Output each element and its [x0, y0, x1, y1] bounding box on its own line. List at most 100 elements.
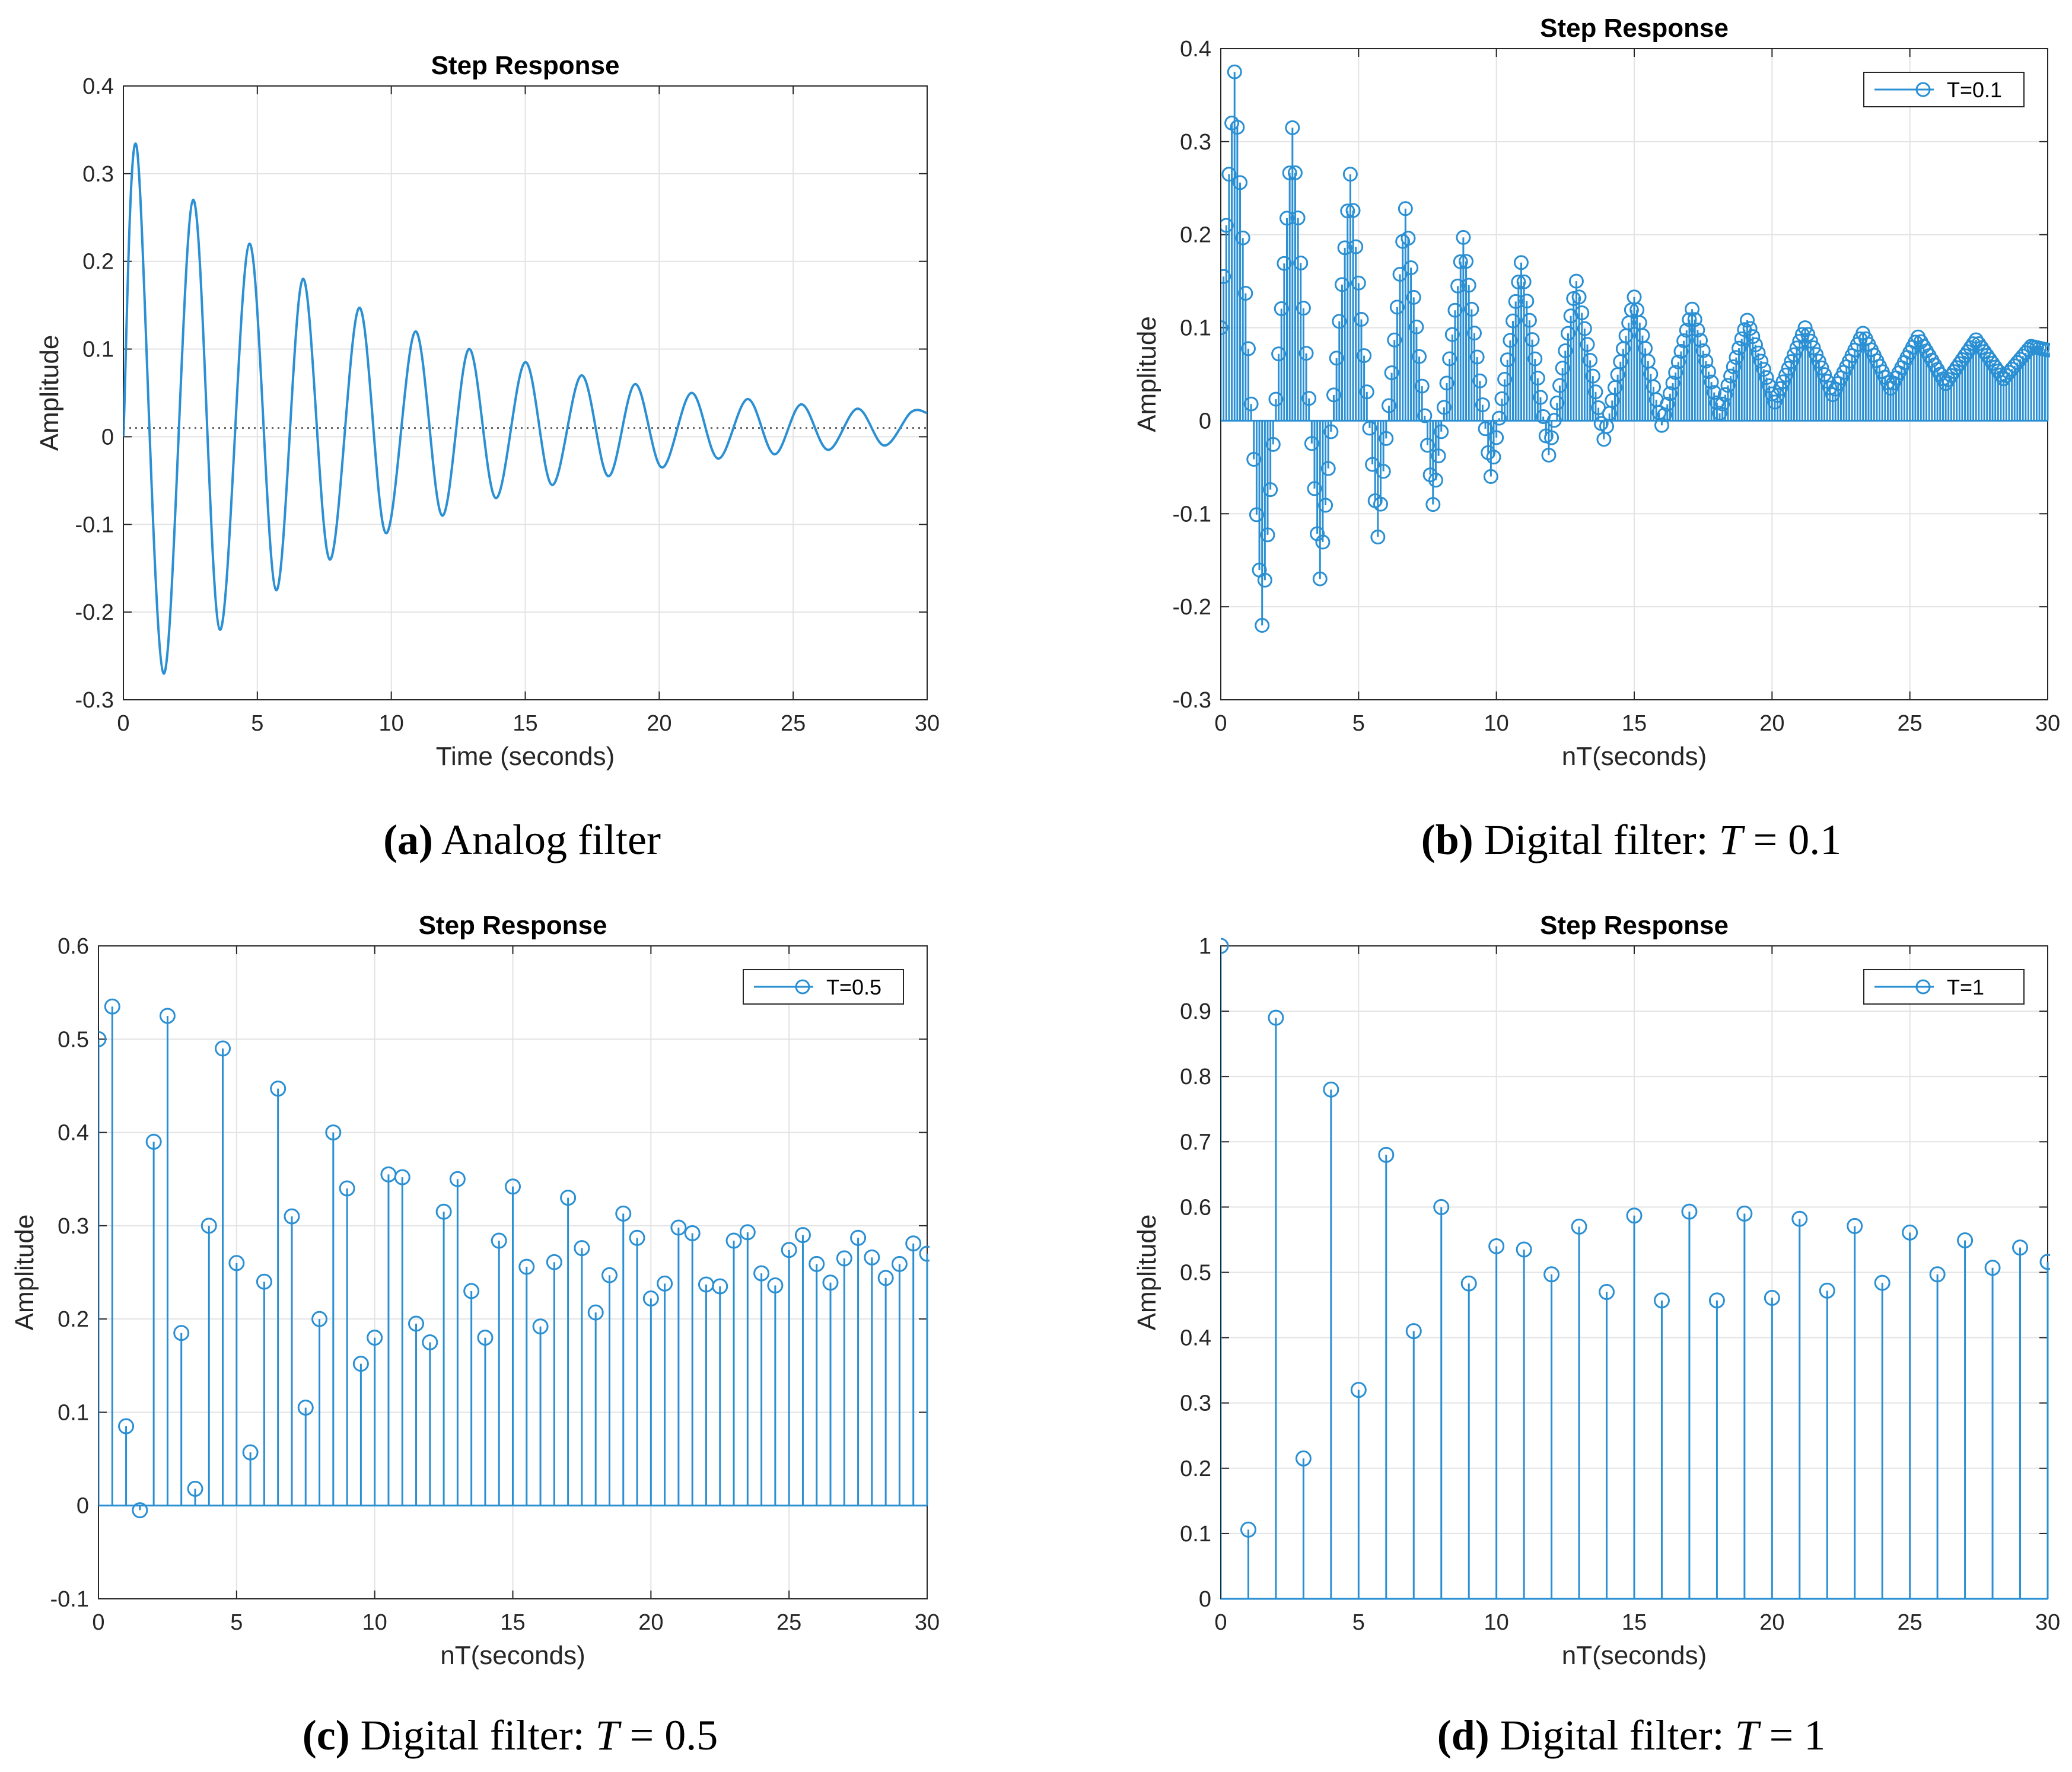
y-tick-label: 0.4 [58, 1121, 89, 1146]
stem-marker [657, 1275, 673, 1292]
stem-marker [1734, 331, 1749, 346]
x-tick-label: 30 [915, 711, 940, 736]
x-tick-label: 5 [251, 711, 263, 736]
stem-marker [505, 1178, 521, 1195]
stem-marker [1428, 473, 1443, 488]
stem-marker [104, 998, 120, 1015]
stem-marker [1543, 1266, 1560, 1283]
stem-marker [1704, 374, 1719, 390]
stem-marker [1687, 312, 1702, 327]
stem-marker [1472, 373, 1488, 388]
x-tick-label: 20 [647, 711, 671, 736]
x-tick-label: 0 [1214, 711, 1227, 736]
stem-marker [1516, 274, 1532, 289]
stem-marker [1787, 347, 1802, 362]
x-tick-label: 25 [1898, 1610, 1923, 1635]
stem-marker [1221, 938, 1229, 954]
stem-marker [1577, 321, 1592, 336]
stem-marker [1466, 326, 1482, 341]
stem-marker [1420, 438, 1435, 453]
legend-b: T=0.1 [1863, 72, 2025, 107]
stem-marker [1433, 1199, 1450, 1215]
stem-marker [1240, 341, 1256, 356]
y-tick-label: 0.5 [1180, 1261, 1211, 1286]
stem-marker [574, 1240, 590, 1257]
y-tick-label: 0.2 [1180, 223, 1211, 248]
stem-marker [1781, 361, 1796, 376]
stem-marker [422, 1334, 438, 1350]
stem-marker [1847, 1218, 1863, 1234]
stem-marker [1759, 370, 1774, 385]
stem-marker [1296, 301, 1311, 316]
stem-marker [1555, 361, 1570, 376]
stem-marker [1679, 323, 1694, 338]
stem-marker [1442, 351, 1457, 366]
series-d [1221, 938, 2050, 1600]
stem-marker [1707, 385, 1722, 400]
stem-marker [1530, 371, 1545, 386]
stem-marker [284, 1208, 300, 1225]
y-tick-label: 0 [1199, 1587, 1211, 1612]
stem-marker [1249, 507, 1264, 522]
stem-marker [1389, 299, 1405, 315]
stem-marker [1221, 218, 1234, 233]
stem-marker [1221, 167, 1237, 182]
caption-text: Analog filter [433, 816, 661, 863]
x-axis-label: nT(seconds) [1562, 1641, 1707, 1670]
stem-marker [1753, 353, 1769, 369]
x-tick-label: 0 [117, 711, 129, 736]
stem-marker [270, 1081, 287, 1097]
x-tick-label: 10 [362, 1610, 387, 1635]
series-b [1221, 64, 2050, 633]
stem-marker [1379, 431, 1394, 446]
stem-marker [1350, 1382, 1367, 1398]
stem-marker [1263, 482, 1278, 498]
stem-marker [1701, 364, 1716, 380]
x-tick-label: 25 [776, 1610, 801, 1635]
y-tick-label: 0 [1199, 409, 1211, 434]
y-tick-label: -0.3 [1173, 688, 1211, 713]
x-tick-label: 25 [781, 711, 806, 736]
stem-marker [1957, 1232, 1974, 1249]
stem-marker [1488, 1238, 1505, 1254]
y-tick-label: 0.3 [58, 1214, 89, 1239]
x-tick-label: 0 [1214, 1610, 1227, 1635]
x-tick-label: 10 [1484, 711, 1509, 736]
stem-marker [1295, 1450, 1312, 1467]
stem-marker [1809, 347, 1824, 362]
stem-marker [1767, 394, 1783, 410]
x-tick-label: 30 [915, 1610, 940, 1635]
stem-marker [1698, 353, 1714, 369]
caption-text: Digital filter: [350, 1712, 596, 1759]
stem-marker [1312, 571, 1328, 587]
stem-marker [905, 1235, 922, 1252]
x-tick-label: 15 [1622, 711, 1647, 736]
legend-marker [1915, 979, 1931, 995]
stem-marker [1384, 365, 1399, 381]
legend-box [1863, 72, 2025, 107]
stem-marker [1929, 1266, 1946, 1283]
stem-marker [1489, 430, 1504, 445]
stem-marker [1583, 352, 1598, 368]
chart-title: Step Response [1540, 911, 1729, 940]
stem-marker [352, 1356, 369, 1372]
stem-marker [477, 1330, 494, 1346]
chart-title: Step Response [431, 51, 620, 80]
stem-marker [725, 1232, 742, 1249]
y-tick-label: 0.4 [1180, 1326, 1211, 1351]
caption-label: (b) [1421, 816, 1473, 863]
y-tick-label: 0.6 [1180, 1195, 1211, 1220]
stem-marker [1902, 1224, 1918, 1241]
stem-marker [1984, 1260, 2001, 1276]
y-tick-label: 0.4 [82, 74, 114, 99]
stem-marker [1541, 447, 1557, 463]
stem-marker [1756, 362, 1771, 377]
stem-marker [1558, 343, 1573, 358]
stem-marker [836, 1250, 852, 1267]
stem-marker [215, 1040, 231, 1057]
stem-marker [1405, 1323, 1422, 1340]
stem-marker [1822, 380, 1838, 396]
stem-marker [1874, 1274, 1890, 1291]
stem-marker [1233, 175, 1248, 190]
panel-a: 0 5 10 15 20 25 30 -0.3 -0.2 -0.1 0 0.1 0.2 0.3 0.4 Ste… [35, 51, 940, 863]
